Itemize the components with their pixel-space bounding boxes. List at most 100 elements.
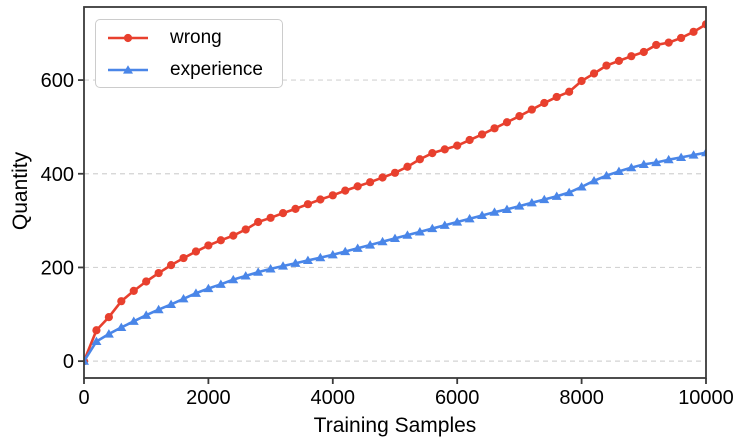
x-tick-label-6000: 6000 <box>435 387 480 409</box>
experience-marker <box>501 204 512 213</box>
experience-marker <box>390 233 400 243</box>
experience-marker <box>402 230 413 239</box>
wrong-marker <box>278 209 288 218</box>
wrong-series-line-circle-icon <box>108 33 148 42</box>
experience-series <box>84 147 706 365</box>
legend-label-wrong: wrong <box>170 27 222 48</box>
wrong-marker <box>353 182 362 191</box>
experience-marker <box>215 279 226 288</box>
wrong-marker <box>266 213 275 222</box>
experience-marker <box>153 304 164 314</box>
experience-marker <box>489 207 500 216</box>
wrong-marker <box>92 326 101 335</box>
wrong-marker <box>639 47 648 57</box>
experience-marker <box>477 210 488 220</box>
experience-marker <box>564 187 575 197</box>
wrong-marker <box>378 173 387 182</box>
experience-marker <box>514 201 525 210</box>
experience-legend-marker <box>123 64 133 74</box>
wrong-marker <box>129 286 138 295</box>
experience-marker <box>278 261 289 270</box>
experience-marker <box>651 157 662 167</box>
experience-marker <box>601 170 612 180</box>
experience-series-line-triangle-icon <box>108 64 148 74</box>
wrong-marker <box>179 253 188 263</box>
wrong-marker <box>341 186 350 195</box>
x-tick-label-0: 0 <box>78 387 89 409</box>
experience-marker <box>688 150 699 159</box>
wrong-marker <box>527 105 536 114</box>
experience-marker <box>701 147 706 157</box>
experience-marker <box>638 159 649 168</box>
experience-marker <box>253 267 264 276</box>
experience-marker <box>228 274 239 284</box>
wrong-marker <box>677 33 686 43</box>
wrong-marker <box>552 92 561 102</box>
wrong-marker <box>614 56 624 65</box>
experience-marker <box>327 250 338 259</box>
experience-marker <box>128 316 139 325</box>
experience-marker <box>166 299 177 309</box>
y-tick-label-600: 600 <box>41 70 74 92</box>
wrong-marker <box>428 149 437 158</box>
experience-marker <box>377 236 388 246</box>
experience-marker <box>439 220 450 229</box>
experience-marker <box>178 294 189 303</box>
experience-marker <box>315 252 326 262</box>
wrong-marker <box>142 277 151 286</box>
experience-marker <box>539 194 550 204</box>
x-tick-label-10000: 10000 <box>678 387 734 409</box>
wrong-marker <box>291 204 300 213</box>
wrong-marker <box>453 141 462 150</box>
experience-marker <box>613 166 624 176</box>
experience-marker <box>427 223 438 233</box>
wrong-marker <box>403 162 412 171</box>
wrong-marker <box>390 168 400 177</box>
wrong-marker <box>154 268 163 278</box>
wrong-marker <box>229 231 238 240</box>
y-tick-label-200: 200 <box>41 257 74 279</box>
wrong-marker <box>440 145 449 154</box>
wrong-series <box>84 20 706 366</box>
wrong-marker <box>328 191 337 200</box>
experience-marker <box>91 336 102 346</box>
wrong-marker <box>191 247 201 256</box>
x-tick-label-4000: 4000 <box>311 387 356 409</box>
wrong-marker <box>652 40 661 50</box>
experience-marker <box>551 191 562 200</box>
experience-marker <box>576 182 587 191</box>
wrong-marker <box>502 118 512 127</box>
wrong-marker <box>254 217 263 227</box>
experience-line <box>84 151 706 363</box>
wrong-marker <box>490 124 499 133</box>
y-tick-label-400: 400 <box>41 164 74 186</box>
wrong-marker <box>465 135 474 145</box>
wrong-marker <box>515 112 524 121</box>
experience-marker <box>340 246 351 256</box>
experience-marker <box>265 264 276 273</box>
experience-marker <box>203 283 214 293</box>
x-tick-label-8000: 8000 <box>559 387 604 409</box>
wrong-marker <box>577 76 586 86</box>
wrong-marker <box>565 87 574 96</box>
experience-marker <box>302 255 313 265</box>
axes-frame <box>83 6 707 379</box>
y-axis-title: Quantity <box>9 151 32 230</box>
experience-marker <box>190 288 201 297</box>
experience-marker <box>116 322 127 332</box>
wrong-marker <box>689 27 698 36</box>
wrong-marker <box>241 225 250 234</box>
chart-generated-layers: 0 2000 4000 6000 8000 10000 0 200 400 600 <box>41 6 734 409</box>
wrong-marker <box>664 38 673 47</box>
experience-marker <box>290 258 301 267</box>
wrong-marker <box>701 20 706 29</box>
wrong-marker <box>117 297 126 306</box>
wrong-legend-marker <box>123 33 133 42</box>
legend-item-experience: experience <box>106 55 282 84</box>
wrong-marker <box>316 195 325 204</box>
experience-marker <box>589 175 600 185</box>
experience-marker <box>352 243 363 252</box>
wrong-marker <box>627 52 636 61</box>
